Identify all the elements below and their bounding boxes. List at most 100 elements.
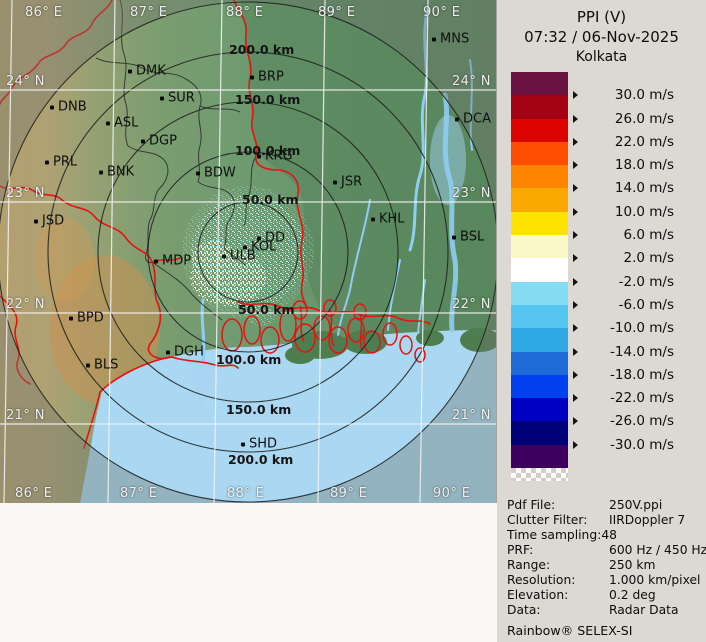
city-dot: [196, 171, 200, 175]
city-marker-ulb: ULB: [222, 249, 256, 264]
tick-arrow-icon: [573, 300, 578, 309]
city-label: BLS: [94, 357, 119, 373]
metadata-row: Clutter Filter: IIRDoppler 7: [507, 513, 702, 528]
city-dot: [160, 96, 164, 100]
city-marker-jsd: JSD: [34, 214, 64, 229]
legend-label: -30.0 m/s: [573, 436, 674, 454]
legend-value: -14.0 m/s: [610, 343, 674, 360]
city-dot: [45, 160, 49, 164]
terrain-hills: [35, 218, 95, 302]
tick-arrow-icon: [573, 161, 578, 170]
legend-label: 18.0 m/s: [573, 156, 674, 174]
legend-value: -30.0 m/s: [610, 436, 674, 453]
legend-value: 14.0 m/s: [614, 180, 674, 197]
city-marker-sur: SUR: [160, 91, 195, 106]
metadata-row: Data: Radar Data: [507, 603, 702, 618]
metadata-value: 48: [601, 528, 617, 542]
grid-label: 89° E: [318, 5, 356, 20]
city-label: KHL: [379, 211, 405, 227]
city-label: KOL: [251, 239, 277, 255]
city-label: DNB: [58, 99, 87, 115]
legend-band: [511, 211, 568, 236]
legend-label: 26.0 m/s: [573, 110, 674, 128]
metadata-value: Radar Data: [609, 603, 679, 617]
city-label: JSD: [42, 213, 65, 229]
city-dot: [222, 254, 226, 258]
city-marker-bsl: BSL: [452, 230, 484, 245]
legend-band: [511, 281, 568, 305]
city-marker-mdp: MDP: [154, 254, 191, 269]
city-label: DCA: [463, 111, 491, 127]
tick-arrow-icon: [573, 91, 578, 100]
legend-value: 26.0 m/s: [614, 110, 674, 127]
tick-arrow-icon: [573, 184, 578, 193]
metadata-row: Elevation: 0.2 deg: [507, 588, 702, 603]
range-ring-label: 100.0 km: [235, 143, 301, 158]
city-dot: [257, 236, 261, 240]
legend-band: [511, 351, 568, 375]
legend-value: -10.0 m/s: [610, 320, 674, 337]
metadata-label: Elevation:: [507, 588, 569, 602]
legend-label: -6.0 m/s: [573, 296, 674, 314]
legend-label: -2.0 m/s: [573, 273, 674, 291]
city-dot: [432, 37, 436, 41]
metadata-row: Resolution: 1.000 km/pixel: [507, 573, 702, 588]
grid-label: 90° E: [423, 5, 461, 20]
tick-arrow-icon: [573, 394, 578, 403]
city-label: BSL: [460, 229, 485, 245]
legend-value: 22.0 m/s: [614, 133, 674, 150]
tick-arrow-icon: [573, 324, 578, 333]
legend-label: -14.0 m/s: [573, 343, 674, 361]
city-label: DD: [265, 230, 286, 246]
tick-arrow-icon: [573, 207, 578, 216]
legend-color-bar: [511, 72, 568, 469]
legend-band: [511, 141, 568, 166]
radar-map-canvas: [0, 0, 496, 503]
tick-arrow-icon: [573, 231, 578, 240]
product-timestamp: 07:32 / 06-Nov-2025: [524, 27, 679, 46]
city-dot: [128, 69, 132, 73]
range-ring-label: 50.0 km: [242, 192, 299, 207]
city-marker-prl: PRL: [45, 155, 77, 170]
estuary: [184, 358, 220, 412]
tick-arrow-icon: [573, 347, 578, 356]
legend-band: [511, 188, 568, 212]
city-dot: [166, 350, 170, 354]
city-marker-bls: BLS: [86, 358, 118, 373]
grid-label: 87° E: [120, 486, 158, 501]
metadata-row: Time sampling: 48: [507, 528, 702, 543]
city-dot: [257, 154, 261, 158]
legend-band: [511, 72, 568, 96]
legend-band: [511, 421, 568, 445]
legend-label: 6.0 m/s: [573, 226, 674, 244]
delta-borders: [221, 299, 426, 363]
city-marker-bnk: BNK: [99, 165, 134, 180]
city-marker-dmk: DMK: [128, 64, 166, 79]
legend-band: [511, 258, 568, 282]
city-marker-bdw: BDW: [196, 166, 236, 181]
product-title: PPI (V): [576, 8, 627, 26]
legend-label: 2.0 m/s: [573, 249, 674, 267]
city-dot: [243, 245, 247, 249]
legend-label: 14.0 m/s: [573, 179, 674, 197]
city-marker-kol: KOL: [243, 240, 276, 255]
grid-label: 88° E: [227, 486, 265, 501]
metadata-value: 1.000 km/pixel: [609, 573, 701, 587]
metadata-label: Data:: [507, 603, 541, 617]
city-marker-brp: BRP: [250, 70, 284, 85]
legend-value: 6.0 m/s: [623, 227, 675, 244]
grid-label: 87° E: [130, 5, 168, 20]
city-marker-dd: DD: [257, 231, 285, 246]
range-ring-label: 50.0 km: [238, 302, 295, 317]
city-label: JSR: [341, 174, 363, 190]
city-label: BRP: [258, 69, 284, 85]
city-label: DGP: [149, 133, 177, 149]
legend-value: -6.0 m/s: [618, 296, 674, 313]
sea: [80, 330, 496, 503]
legend-label: 22.0 m/s: [573, 133, 674, 151]
legend-value: -22.0 m/s: [610, 390, 674, 407]
metadata-rows: Pdf File: 250V.ppi Clutter Filter: IIRDoppl…: [507, 498, 706, 618]
legend-band: [511, 328, 568, 352]
city-dot: [250, 75, 254, 79]
city-label: MDP: [162, 253, 192, 269]
